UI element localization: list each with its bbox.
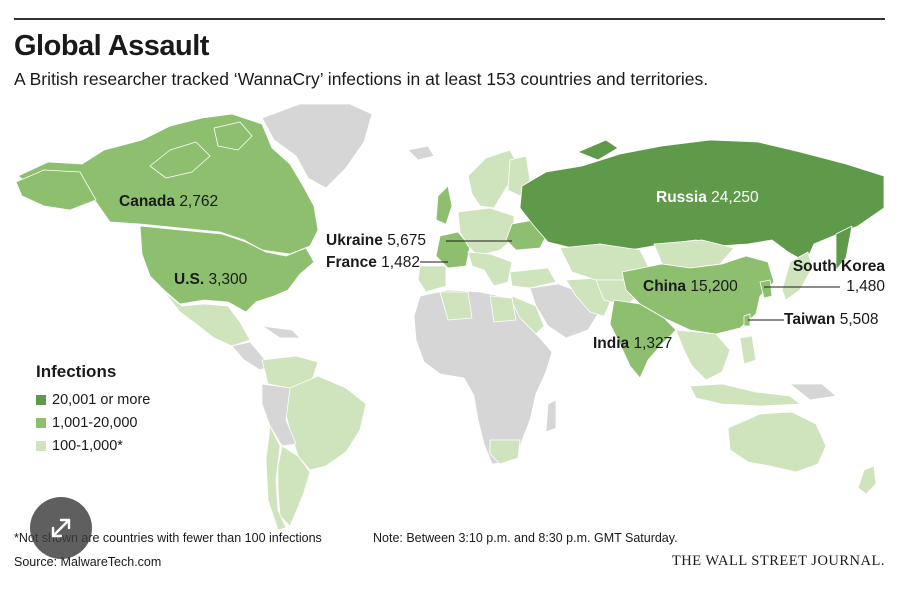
label-canada: Canada 2,762 xyxy=(119,193,218,211)
peru-bolivia-shape xyxy=(261,383,297,447)
argentina-shape xyxy=(277,445,311,527)
label-france: France 1,482 xyxy=(326,254,420,272)
label-india: India 1,327 xyxy=(593,335,672,353)
central-europe-shape xyxy=(457,207,515,257)
egypt-shape xyxy=(489,295,517,323)
uk-shape xyxy=(435,185,453,225)
expand-button[interactable] xyxy=(30,497,92,559)
legend-swatch xyxy=(36,440,46,451)
label-us: U.S. 3,300 xyxy=(174,271,247,289)
indonesia-shape xyxy=(689,383,801,407)
chile-shape xyxy=(265,425,287,531)
legend-label: 20,001 or more xyxy=(52,391,151,408)
algeria-shape xyxy=(439,291,473,321)
top-rule xyxy=(14,18,885,20)
map-legend: Infections 20,001 or more 1,001-20,000 1… xyxy=(36,362,150,457)
infection-count: 24,250 xyxy=(711,189,759,206)
madagascar-shape xyxy=(545,399,557,433)
south-korea-shape xyxy=(759,279,773,299)
label-taiwan: Taiwan 5,508 xyxy=(784,311,879,329)
legend-item: 1,001-20,000 xyxy=(36,411,150,434)
greenland-shape xyxy=(261,103,373,189)
label-china: China 15,200 xyxy=(643,278,738,296)
kamchatka-shape xyxy=(835,225,853,271)
caribbean-shape xyxy=(261,325,301,339)
taiwan-shape xyxy=(743,313,751,327)
mexico-shape xyxy=(163,291,251,347)
page-title: Global Assault xyxy=(14,30,209,62)
southeast-asia-shape xyxy=(675,329,731,381)
legend-item: 100-1,000* xyxy=(36,434,150,457)
country-name: China xyxy=(643,278,687,295)
legend-swatch xyxy=(36,394,46,405)
infection-count: 2,762 xyxy=(179,193,219,210)
russia-islands-shape xyxy=(577,139,619,161)
legend-label: 100-1,000* xyxy=(52,437,123,454)
italy-balkans-shape xyxy=(467,251,513,287)
australia-shape xyxy=(727,411,827,473)
infection-count: 1,327 xyxy=(633,335,673,352)
expand-arrows-icon xyxy=(51,518,71,538)
infection-count: 1,480 xyxy=(846,278,885,295)
turkey-shape xyxy=(509,267,557,289)
canada-shape xyxy=(17,113,319,255)
country-name: Russia xyxy=(656,189,707,206)
infection-count: 15,200 xyxy=(690,278,738,295)
legend-title: Infections xyxy=(36,362,117,381)
country-name: France xyxy=(326,254,377,271)
new-zealand-shape xyxy=(857,465,877,495)
country-name: U.S. xyxy=(174,271,205,288)
time-note: Note: Between 3:10 p.m. and 8:30 p.m. GM… xyxy=(373,531,678,545)
country-name: Taiwan xyxy=(784,311,836,328)
legend-label: 1,001-20,000 xyxy=(52,414,138,431)
spain-shape xyxy=(417,265,447,293)
iceland-shape xyxy=(407,145,435,161)
philippines-shape xyxy=(739,335,757,365)
scandinavia-shape xyxy=(467,149,521,209)
country-name: India xyxy=(593,335,630,352)
country-name: Canada xyxy=(119,193,175,210)
alaska-shape xyxy=(15,169,97,211)
canada-islands-shape xyxy=(149,141,211,179)
legend-swatch xyxy=(36,417,46,428)
country-name: Ukraine xyxy=(326,232,383,249)
label-russia: Russia 24,250 xyxy=(656,189,759,207)
canada-islands-shape-2 xyxy=(213,121,253,151)
infection-count: 5,675 xyxy=(387,232,426,249)
wsj-credit: THE WALL STREET JOURNAL. xyxy=(671,553,885,569)
page-subtitle: A British researcher tracked ‘WannaCry’ … xyxy=(14,69,709,89)
infection-count: 3,300 xyxy=(208,271,248,288)
india-shape xyxy=(609,299,677,379)
new-guinea-shape xyxy=(789,383,837,401)
us-shape xyxy=(139,225,315,313)
japan-shape xyxy=(781,251,813,301)
infection-count: 1,482 xyxy=(381,254,420,271)
infection-count: 5,508 xyxy=(839,311,879,328)
label-south-korea: South Korea 1,480 xyxy=(789,258,885,296)
label-ukraine: Ukraine 5,675 xyxy=(326,232,426,250)
country-name: South Korea xyxy=(792,258,885,275)
south-africa-shape xyxy=(489,439,521,465)
legend-item: 20,001 or more xyxy=(36,388,150,411)
source-note: Source: MalwareTech.com xyxy=(14,555,162,569)
